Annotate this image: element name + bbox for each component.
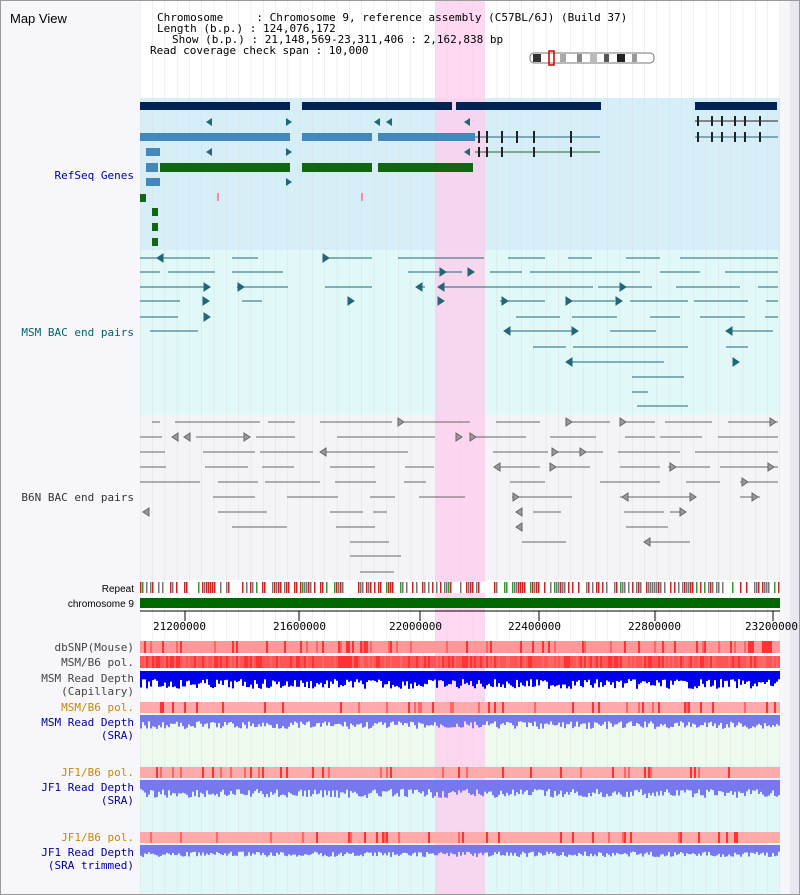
gene-feature[interactable]: [140, 133, 290, 141]
gene-feature[interactable]: [146, 178, 160, 186]
msm-pol-heatmap[interactable]: [140, 656, 780, 668]
gene-feature[interactable]: [361, 193, 363, 201]
header-chromosome: Chromosome : Chromosome 9, reference ass…: [157, 11, 627, 24]
chromosome-ideogram[interactable]: [529, 50, 655, 66]
gene-feature[interactable]: [378, 163, 458, 172]
axis-tick-label: 22800000: [628, 620, 681, 633]
gene-feature[interactable]: [217, 193, 219, 201]
chromosome-9-bar[interactable]: [140, 598, 780, 608]
jf1-trim-label-1: JF1 Read Depth: [41, 846, 134, 859]
msm-sra-label-2: (SRA): [101, 729, 134, 742]
msm-sra-label-1: MSM Read Depth: [41, 716, 134, 729]
gene-feature[interactable]: [140, 194, 146, 202]
gene-feature[interactable]: [302, 133, 372, 141]
axis-tick-label: 21200000: [153, 620, 206, 633]
gene-feature[interactable]: [146, 148, 160, 156]
position-axis: [140, 610, 780, 621]
gene-feature[interactable]: [302, 163, 372, 172]
gene-feature[interactable]: [160, 163, 290, 172]
header-coverage: Read coverage check span : 10,000: [150, 44, 369, 57]
jf1-sra-label-2: (SRA): [101, 794, 134, 807]
axis-tick-label: 22000000: [389, 620, 442, 633]
msm-sra-pol-label: MSM/B6 pol.: [61, 701, 134, 714]
msm-pol-label: MSM/B6 pol.: [61, 656, 134, 669]
dbsnp-heatmap[interactable]: [140, 641, 780, 653]
jf1-trim-label-2: (SRA trimmed): [48, 859, 134, 872]
axis-tick-label: 22400000: [508, 620, 561, 633]
highlight-region[interactable]: [435, 0, 485, 895]
jf1-trim-depth[interactable]: [140, 845, 780, 857]
gene-feature[interactable]: [455, 133, 475, 141]
msm-cap-label-2: (Capillary): [61, 685, 134, 698]
gene-feature[interactable]: [140, 102, 290, 110]
dbsnp-label: dbSNP(Mouse): [55, 641, 134, 654]
gene-feature[interactable]: [378, 133, 458, 141]
gene-feature[interactable]: [152, 208, 158, 216]
gene-feature[interactable]: [456, 102, 601, 110]
jf1-trim-pol-heatmap[interactable]: [140, 832, 780, 843]
b6n-bac-track[interactable]: [140, 417, 778, 573]
jf1-pol-heatmap[interactable]: [140, 767, 780, 778]
repeat-track[interactable]: [140, 582, 780, 593]
gene-feature[interactable]: [152, 223, 158, 231]
msm-bac-label: MSM BAC end pairs: [21, 326, 134, 339]
scroll-strip[interactable]: [790, 0, 800, 895]
axis-tick-label: 23200000: [745, 620, 798, 633]
b6n-bac-label: B6N BAC end pairs: [21, 491, 134, 504]
jf1-trim-pol-label: JF1/B6 pol.: [61, 831, 134, 844]
axis-tick-label: 21600000: [273, 620, 326, 633]
jf1-sra-depth[interactable]: [140, 780, 780, 798]
msm-bac-track[interactable]: [140, 253, 778, 407]
header-show: Show (b.p.) : 21,148,569-23,311,406 : 2,…: [172, 33, 503, 46]
gene-feature[interactable]: [695, 102, 777, 110]
gene-feature[interactable]: [146, 163, 158, 172]
header-length: Length (b.p.) : 124,076,172: [157, 22, 336, 35]
map-view-title: Map View: [10, 11, 67, 26]
gene-feature[interactable]: [455, 163, 473, 172]
gene-feature[interactable]: [302, 102, 452, 110]
msm-cap-label-1: MSM Read Depth: [41, 672, 134, 685]
chromosome-label: chromosome 9: [68, 599, 135, 610]
jf1-sra-label-1: JF1 Read Depth: [41, 781, 134, 794]
repeat-label: Repeat: [102, 584, 134, 595]
msm-sra-depth[interactable]: [140, 715, 780, 729]
left-panel: [0, 0, 140, 895]
msm-cap-depth[interactable]: [140, 671, 780, 689]
refseq-genes-label: RefSeq Genes: [55, 169, 134, 182]
gene-feature[interactable]: [152, 238, 158, 246]
refseq-genes-track[interactable]: [140, 102, 778, 246]
msm-sra-pol-heatmap[interactable]: [140, 702, 780, 713]
jf1-pol-label: JF1/B6 pol.: [61, 766, 134, 779]
